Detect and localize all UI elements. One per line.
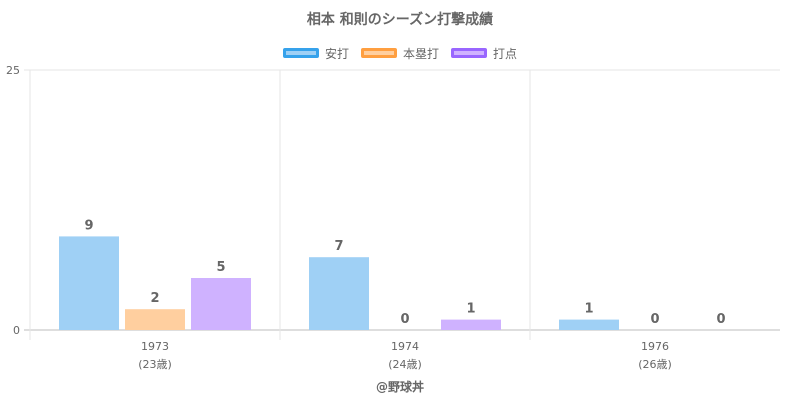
bar (59, 236, 119, 330)
chart-title: 相本 和則のシーズン打撃成績 (306, 12, 494, 28)
data-label: 1 (584, 302, 593, 317)
data-label: 1 (466, 302, 475, 317)
legend-swatch-rbi (451, 48, 487, 58)
legend-item-home-runs[interactable]: 本塁打 (360, 45, 439, 62)
bar (441, 319, 501, 330)
data-label: 2 (150, 291, 159, 306)
bar (191, 278, 251, 330)
x-tick-label: 1974 (391, 340, 419, 353)
data-label: 0 (400, 312, 409, 327)
legend-label-home-runs: 本塁打 (402, 46, 439, 61)
legend-swatch-home-runs (360, 48, 397, 58)
x-tick-sublabel: (26歳) (638, 358, 672, 371)
y-tick-label: 0 (13, 324, 20, 337)
legend-swatch-hits (282, 48, 319, 58)
x-tick-label: 1976 (641, 340, 669, 353)
x-tick-sublabel: (23歳) (138, 358, 172, 371)
data-label: 5 (216, 260, 225, 275)
data-label: 0 (650, 312, 659, 327)
legend-item-rbi[interactable]: 打点 (451, 45, 517, 62)
legend-label-rbi: 打点 (493, 46, 518, 61)
bar (309, 257, 369, 330)
legend: 安打 本塁打 打点 (0, 44, 800, 62)
bar (559, 319, 619, 330)
data-label: 9 (84, 218, 93, 233)
data-label: 0 (716, 312, 725, 327)
legend-label-hits: 安打 (324, 46, 349, 61)
y-tick-label: 25 (6, 64, 20, 77)
footer-credit: @野球丼 (375, 380, 424, 394)
data-label: 7 (334, 239, 343, 254)
x-tick-label: 1973 (141, 340, 169, 353)
legend-item-hits[interactable]: 安打 (282, 45, 349, 62)
x-tick-sublabel: (24歳) (388, 358, 422, 371)
bar (125, 309, 185, 330)
